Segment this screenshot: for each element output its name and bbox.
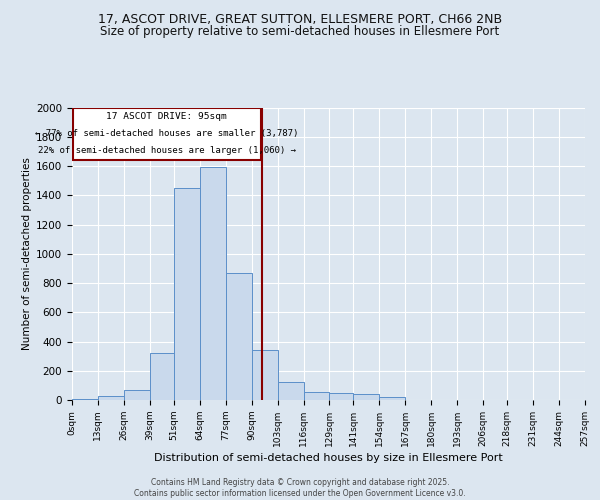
Text: ← 77% of semi-detached houses are smaller (3,787): ← 77% of semi-detached houses are smalle… [35,130,299,138]
Text: Size of property relative to semi-detached houses in Ellesmere Port: Size of property relative to semi-detach… [100,25,500,38]
Bar [72,398,98,400]
Bar [329,392,353,400]
Bar [98,396,124,400]
Bar [353,394,379,400]
Bar [226,273,251,400]
Bar [379,397,406,400]
Bar [278,382,304,400]
Bar [150,353,174,400]
X-axis label: Distribution of semi-detached houses by size in Ellesmere Port: Distribution of semi-detached houses by … [154,453,503,463]
Bar [73,108,260,160]
Text: 22% of semi-detached houses are larger (1,060) →: 22% of semi-detached houses are larger (… [38,146,296,155]
Text: Contains HM Land Registry data © Crown copyright and database right 2025.
Contai: Contains HM Land Registry data © Crown c… [134,478,466,498]
Bar [174,188,200,400]
Bar [200,168,226,400]
Y-axis label: Number of semi-detached properties: Number of semi-detached properties [22,158,32,350]
Bar [124,390,150,400]
Text: 17, ASCOT DRIVE, GREAT SUTTON, ELLESMERE PORT, CH66 2NB: 17, ASCOT DRIVE, GREAT SUTTON, ELLESMERE… [98,12,502,26]
Text: 17 ASCOT DRIVE: 95sqm: 17 ASCOT DRIVE: 95sqm [106,112,227,122]
Bar [304,392,329,400]
Bar [251,350,278,400]
